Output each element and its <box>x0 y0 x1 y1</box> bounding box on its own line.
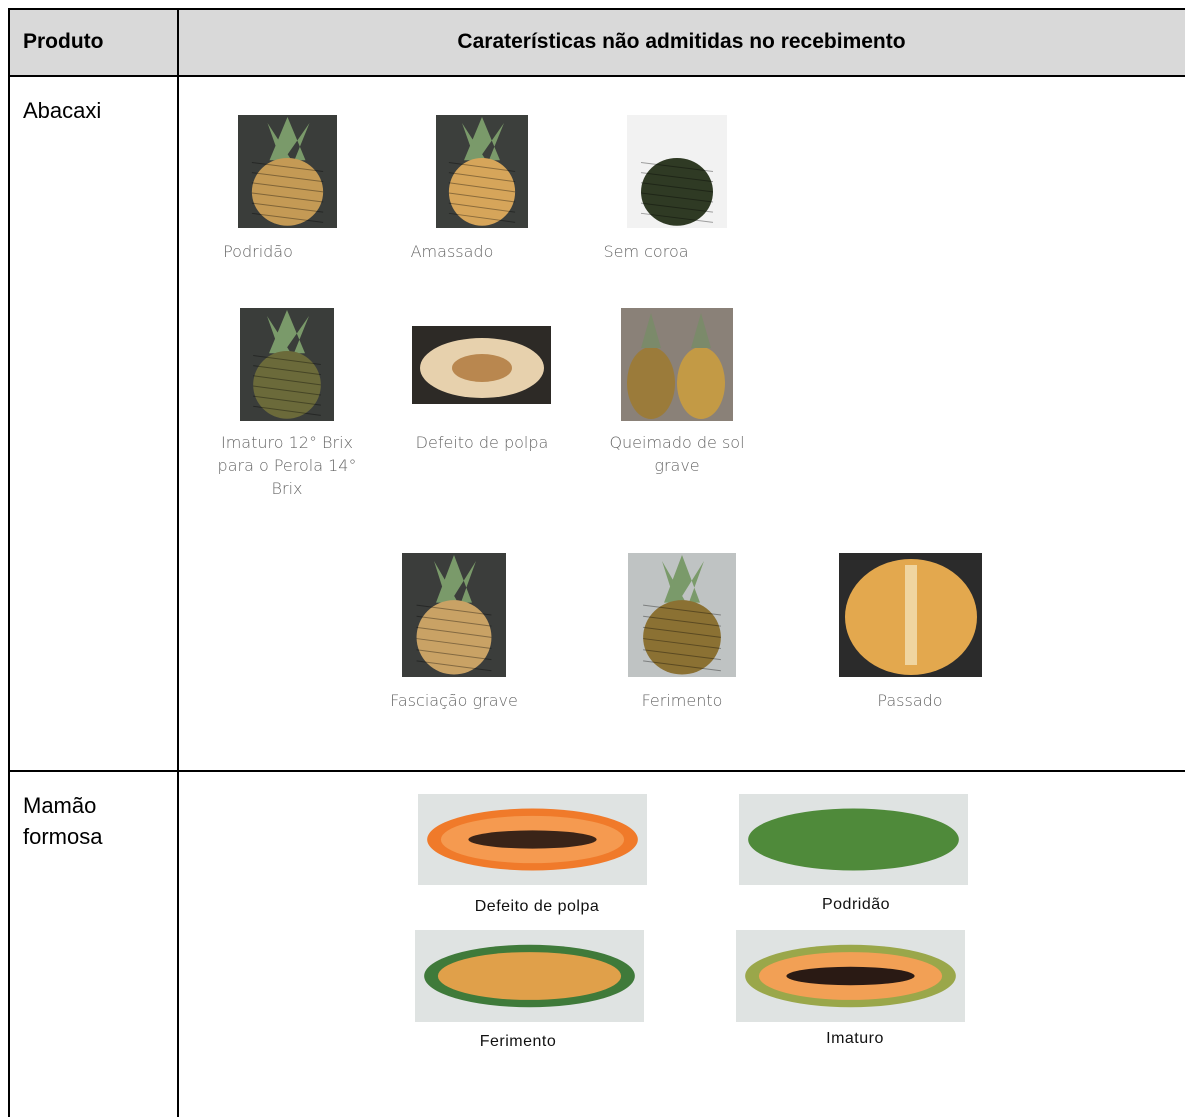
border <box>8 8 10 1117</box>
photo-label: Amassado <box>410 242 494 261</box>
header-bg <box>8 8 1185 76</box>
product: Mamão formosa <box>23 793 103 849</box>
photo-label: Defeito de polpa <box>474 898 600 915</box>
header-cell: Caraterísticas não admitidas no recebime… <box>457 30 906 53</box>
photo <box>436 115 528 228</box>
photo <box>240 308 334 421</box>
header-cell: Produto <box>23 30 104 53</box>
photo <box>238 115 337 228</box>
photo-label: Podridão <box>821 896 891 913</box>
photo <box>739 794 968 885</box>
photo <box>621 308 733 421</box>
photo-label: Fasciação grave <box>390 691 518 710</box>
photo-label: Queimado de sol grave <box>609 433 745 475</box>
photo <box>628 553 736 677</box>
photo-label: Podridão <box>223 242 293 261</box>
photo <box>627 115 727 228</box>
photo-label: Ferimento <box>479 1033 557 1050</box>
photo-label: Passado <box>877 691 943 710</box>
border <box>8 75 1185 77</box>
border <box>177 8 179 1117</box>
product: Abacaxi <box>23 98 102 123</box>
photo <box>402 553 506 677</box>
photo-label: Defeito de polpa <box>415 433 549 452</box>
photo <box>412 326 551 404</box>
border <box>8 770 1185 772</box>
photo-label: Ferimento <box>641 691 723 710</box>
photo <box>839 553 982 677</box>
photo-label: Sem coroa <box>603 242 689 261</box>
photo <box>415 930 644 1022</box>
photo <box>418 794 647 885</box>
photo-label: Imaturo 12° Brix para o Perola 14° Brix <box>217 433 357 498</box>
photo-label: Imaturo <box>826 1030 884 1047</box>
border <box>8 8 1185 10</box>
photo <box>736 930 965 1022</box>
